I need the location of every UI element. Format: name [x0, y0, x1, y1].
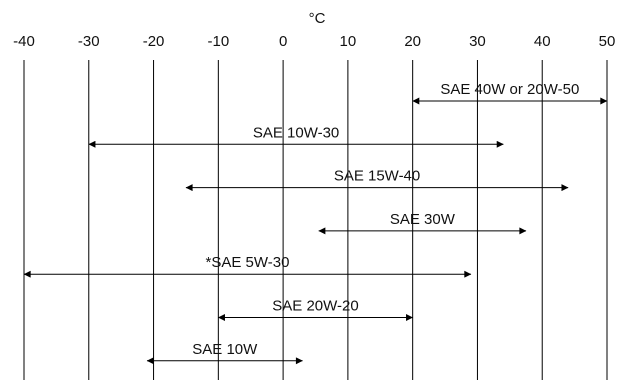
x-tick-label: -40 — [13, 33, 35, 50]
range-label: SAE 10W — [192, 341, 258, 358]
viscosity-ranges: SAE 40W or 20W-50 SAE 10W-30 SAE 15W-40 SAE… — [23, 81, 608, 365]
range-row: SAE 15W-40 — [185, 168, 569, 192]
x-tick-labels: -40 -30 -20 -10 0 10 20 30 40 50 — [13, 33, 615, 50]
x-tick-label: 10 — [340, 33, 357, 50]
range-label: SAE 10W-30 — [253, 124, 339, 141]
range-row: SAE 10W-30 — [88, 124, 504, 148]
range-row: SAE 40W or 20W-50 — [412, 81, 608, 105]
x-tick-label: 40 — [534, 33, 551, 50]
gridlines — [23, 60, 608, 380]
x-tick-label: 0 — [279, 33, 287, 50]
x-tick-label: -20 — [143, 33, 165, 50]
range-row: *SAE 5W-30 — [23, 254, 472, 278]
range-label: SAE 30W — [390, 211, 456, 228]
range-row: SAE 20W-20 — [217, 298, 414, 321]
range-label: SAE 15W-40 — [334, 168, 420, 185]
unit-label: °C — [309, 10, 326, 27]
x-tick-label: -30 — [78, 33, 100, 50]
x-tick-label: 30 — [469, 33, 486, 50]
range-row: SAE 10W — [146, 341, 303, 365]
range-label: SAE 20W-20 — [272, 298, 358, 315]
x-tick-label: -10 — [207, 33, 229, 50]
x-tick-label: 20 — [404, 33, 421, 50]
range-row: SAE 30W — [318, 211, 527, 235]
range-label: *SAE 5W-30 — [206, 254, 290, 271]
range-label: SAE 40W or 20W-50 — [440, 81, 579, 98]
x-tick-label: 50 — [599, 33, 616, 50]
